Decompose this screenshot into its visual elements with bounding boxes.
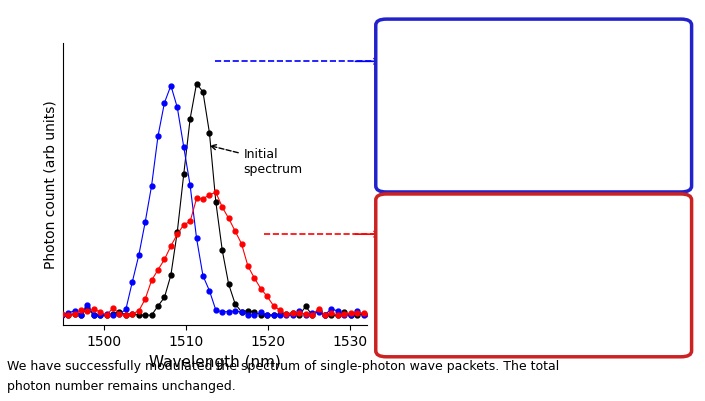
Text: Signal photons at the
falling edge of the
control pulses
→ Blue shift: Signal photons at the falling edge of th… [536, 28, 656, 80]
Text: Initial
spectrum: Initial spectrum [211, 146, 303, 176]
Text: We have successfully modulated the spectrum of single-photon wave packets. The t: We have successfully modulated the spect… [7, 359, 559, 372]
Y-axis label: Photon count (arb units): Photon count (arb units) [44, 100, 58, 269]
Text: Signal photons at
around the center of
the control pulses
→ Spectral broadening: Signal photons at around the center of t… [527, 205, 654, 256]
Text: Propagation
direction: Propagation direction [393, 30, 468, 58]
Text: photon number remains unchanged.: photon number remains unchanged. [7, 379, 235, 392]
X-axis label: Wavelength (nm): Wavelength (nm) [149, 354, 281, 369]
Text: Width of the control pulse : 0.8 ps: Width of the control pulse : 0.8 ps [391, 18, 580, 28]
